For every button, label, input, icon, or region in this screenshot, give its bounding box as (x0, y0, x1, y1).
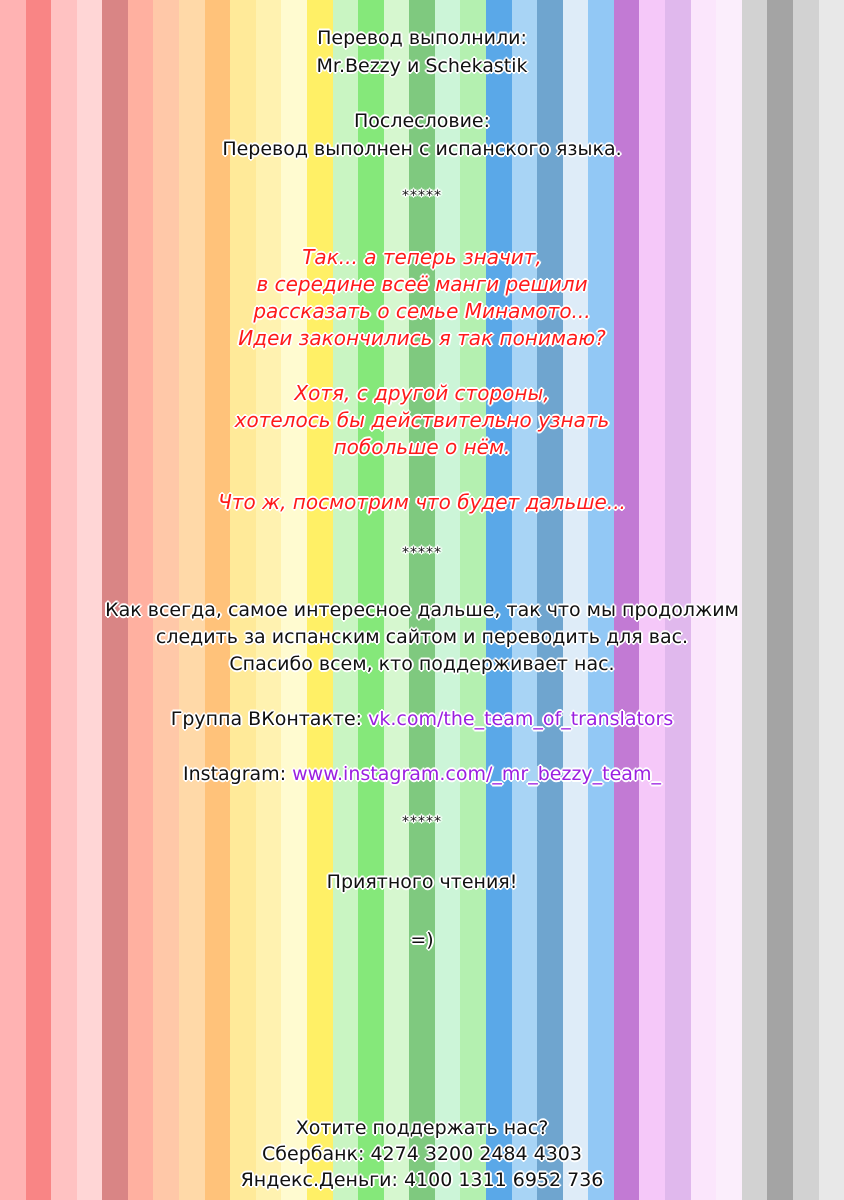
color-stripe (76, 0, 103, 1200)
color-stripe (741, 0, 768, 1200)
color-stripe (434, 0, 461, 1200)
color-stripe (127, 0, 154, 1200)
color-stripe (460, 0, 486, 1200)
sberbank-details: Сбербанк: 4274 3200 2484 4303 (262, 1143, 582, 1165)
color-stripe (51, 0, 77, 1200)
color-stripe (332, 0, 359, 1200)
color-stripe (102, 0, 128, 1200)
red-paragraph-line: в середине всеё манги решили (256, 272, 588, 296)
note-line: следить за испанским сайтом и переводить… (155, 626, 689, 648)
translated-by-label: Перевод выполнили: (317, 27, 527, 49)
color-stripe (383, 0, 410, 1200)
color-stripe (281, 0, 307, 1200)
instagram-label: Instagram: (183, 763, 293, 785)
color-stripe (153, 0, 180, 1200)
separator: ***** (402, 188, 442, 204)
color-stripe (204, 0, 231, 1200)
color-stripe (665, 0, 691, 1200)
instagram-link[interactable]: www.instagram.com/_mr_bezzy_team_ (292, 763, 661, 785)
afterword-title: Послесловие: (353, 110, 491, 132)
red-paragraph-line: Так... а теперь значит, (302, 245, 542, 269)
vk-link[interactable]: vk.com/the_team_of_translators (368, 708, 674, 730)
color-stripe (562, 0, 589, 1200)
color-stripe (716, 0, 742, 1200)
color-stripe (767, 0, 793, 1200)
enjoy-reading: Приятного чтения! (326, 871, 518, 893)
color-stripe (230, 0, 256, 1200)
support-title: Хотите поддержать нас? (295, 1117, 549, 1139)
red-paragraph-line: рассказать о семье Минамото... (253, 299, 591, 323)
translators-names: Mr.Bezzy и Schekastik (316, 55, 528, 77)
color-stripe (179, 0, 205, 1200)
yandex-money-details: Яндекс.Деньги: 4100 1311 6952 736 (240, 1169, 604, 1191)
color-stripe (690, 0, 717, 1200)
color-stripe (613, 0, 640, 1200)
instagram-line: Instagram: www.instagram.com/_mr_bezzy_t… (0, 762, 844, 786)
color-stripe (818, 0, 844, 1200)
color-stripe (511, 0, 538, 1200)
color-stripe (639, 0, 666, 1200)
separator: ***** (402, 545, 442, 561)
color-stripe (588, 0, 614, 1200)
red-paragraph-line: хотелось бы действительно узнать (234, 408, 610, 432)
smiley: =) (410, 929, 434, 951)
color-stripe (255, 0, 282, 1200)
red-paragraph-line: Что ж, посмотрим что будет дальше... (218, 490, 626, 514)
red-paragraph-line: побольше о нём. (333, 435, 511, 459)
red-paragraph-line: Идеи закончились я так понимаю? (238, 326, 606, 350)
color-stripe (485, 0, 512, 1200)
color-stripe (792, 0, 819, 1200)
vk-group-line: Группа ВКонтакте: vk.com/the_team_of_tra… (0, 707, 844, 731)
note-line: Как всегда, самое интересное дальше, так… (105, 599, 739, 621)
separator: ***** (402, 814, 442, 830)
color-stripe (25, 0, 52, 1200)
color-stripe (0, 0, 26, 1200)
afterword-text: Перевод выполнен с испанского языка. (222, 138, 622, 160)
color-stripe (537, 0, 563, 1200)
color-stripe (306, 0, 333, 1200)
vk-label: Группа ВКонтакте: (170, 708, 369, 730)
color-stripe (409, 0, 435, 1200)
red-paragraph-line: Хотя, с другой стороны, (294, 381, 550, 405)
color-stripe (358, 0, 384, 1200)
note-line: Спасибо всем, кто поддерживает нас. (229, 653, 615, 675)
